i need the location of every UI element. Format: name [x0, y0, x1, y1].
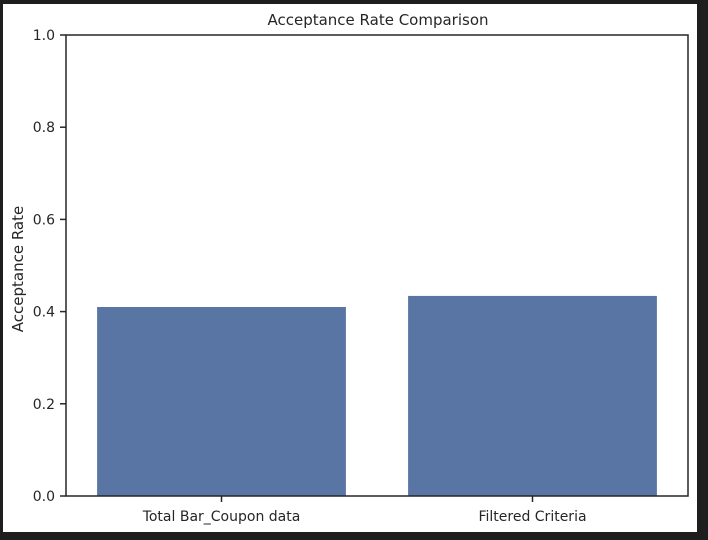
x-tick-label: Total Bar_Coupon data [142, 509, 301, 525]
chart-title: Acceptance Rate Comparison [267, 11, 488, 29]
y-tick-label: 1.0 [33, 28, 55, 44]
chart-figure: Acceptance Rate Comparison Acceptance Ra… [3, 4, 697, 532]
y-tick-label: 0.8 [33, 120, 55, 136]
y-axis-label: Acceptance Rate [9, 206, 27, 332]
y-tick-label: 0.6 [33, 212, 55, 228]
y-tick-label: 0.4 [33, 305, 55, 321]
bar-0 [97, 306, 346, 496]
bar-chart: Acceptance Rate Comparison Acceptance Ra… [9, 11, 689, 525]
bars-group [97, 295, 657, 496]
x-axis-ticks: Total Bar_Coupon data Filtered Criteria [142, 496, 587, 525]
y-tick-label: 0.2 [33, 397, 55, 413]
y-tick-label: 0.0 [33, 489, 55, 505]
x-tick-label: Filtered Criteria [478, 509, 586, 525]
y-axis-ticks: 0.0 0.2 0.4 0.6 0.8 1.0 [33, 28, 66, 505]
bar-1 [408, 295, 657, 496]
plot-area-frame [65, 34, 689, 497]
